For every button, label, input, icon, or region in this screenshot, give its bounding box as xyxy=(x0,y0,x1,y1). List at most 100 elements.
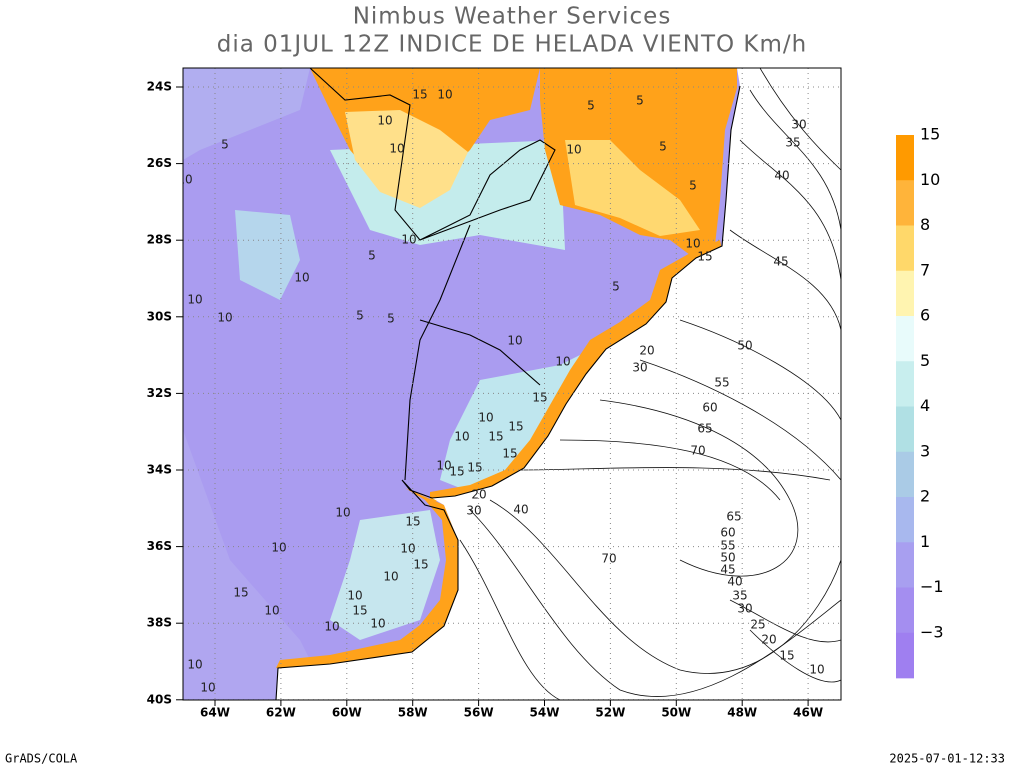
contour-label: 45 xyxy=(773,255,788,269)
contour-label: 10 xyxy=(383,570,398,584)
contour-label: 15 xyxy=(508,420,523,434)
lon-label: 64W xyxy=(200,706,230,720)
contour-label: 5 xyxy=(221,138,229,152)
shade xyxy=(330,510,440,640)
contour-label: 5 xyxy=(612,280,620,294)
contour-label: 5 xyxy=(587,99,595,113)
colorbar-label: −1 xyxy=(920,577,944,596)
contour-label: 10 xyxy=(271,541,286,555)
contour-label: 15 xyxy=(412,88,427,102)
contour-label: 50 xyxy=(737,339,752,353)
colorbar-label: 2 xyxy=(920,487,930,506)
contour-label: 15 xyxy=(449,465,464,479)
contour-label: 15 xyxy=(779,649,794,663)
contour-label: 15 xyxy=(488,430,503,444)
contour-label: 70 xyxy=(601,552,616,566)
contour-label: 10 xyxy=(454,430,469,444)
contour-label: 10 xyxy=(389,142,404,156)
shade xyxy=(235,210,300,300)
contour-label: 60 xyxy=(720,526,735,540)
frame xyxy=(182,67,842,701)
lon-label: 46W xyxy=(793,706,823,720)
contour-label: 10 xyxy=(335,506,350,520)
contour-label: 40 xyxy=(774,169,789,183)
lat-label: 28S xyxy=(147,233,172,247)
lon-label: 58W xyxy=(398,706,428,720)
contour-labels: 3035404550556065706560555045403530252015… xyxy=(183,88,825,695)
contour-label: 20 xyxy=(471,488,486,502)
contour-label: 15 xyxy=(697,250,712,264)
contour-label: 5 xyxy=(387,312,395,326)
contour-label: 10 xyxy=(437,88,452,102)
lon-label: 52W xyxy=(595,706,625,720)
coastline xyxy=(275,85,741,700)
contour-label: 30 xyxy=(737,602,752,616)
isotachs xyxy=(459,68,841,700)
colorbar-label: 3 xyxy=(920,441,930,460)
contour-label: 30 xyxy=(791,118,806,132)
contour-label: 55 xyxy=(720,539,735,553)
contour-label: 30 xyxy=(466,504,481,518)
contour-label: 10 xyxy=(436,459,451,473)
colorbar-label: 5 xyxy=(920,351,930,370)
colorbar-swatch xyxy=(896,632,914,679)
contour-label: 10 xyxy=(200,681,215,695)
lon-label: 56W xyxy=(464,706,494,720)
contour-label: 65 xyxy=(726,510,741,524)
contour-label: 10 xyxy=(324,620,339,634)
footer-left: GrADS/COLA xyxy=(5,752,78,766)
contour-label: 15 xyxy=(352,604,367,618)
contour-label: 10 xyxy=(507,334,522,348)
colorbar-label: 15 xyxy=(920,125,940,144)
contour-label: 20 xyxy=(761,633,776,647)
lon-label: 48W xyxy=(727,706,757,720)
contour-label: 5 xyxy=(659,140,667,154)
contour-label: 10 xyxy=(294,271,309,285)
contour-label: 10 xyxy=(264,604,279,618)
contour-label: 5 xyxy=(689,179,697,193)
contour-label: 10 xyxy=(685,237,700,251)
contour-label: 10 xyxy=(217,311,232,325)
contour-label: 15 xyxy=(413,558,428,572)
contour-label: 10 xyxy=(809,663,824,677)
lon-label: 62W xyxy=(266,706,296,720)
contour-label: 10 xyxy=(555,355,570,369)
grid xyxy=(183,68,841,700)
contour-label: 15 xyxy=(467,461,482,475)
colorbar-label: 10 xyxy=(920,170,940,189)
contour-label: 15 xyxy=(405,515,420,529)
borders xyxy=(309,68,556,481)
contour-label: 15 xyxy=(532,391,547,405)
lat-label: 30S xyxy=(147,309,172,323)
colorbar-label: 4 xyxy=(920,396,930,415)
lat-label: 26S xyxy=(147,156,172,170)
ocean xyxy=(276,68,841,700)
contour-label: 25 xyxy=(750,618,765,632)
colorbar-label: 6 xyxy=(920,306,930,325)
contour-label: 10 xyxy=(401,233,416,247)
contour-label: 65 xyxy=(697,422,712,436)
lat-label: 36S xyxy=(147,539,172,553)
lat-label: 24S xyxy=(147,80,172,94)
title: Nimbus Weather Services xyxy=(353,4,672,30)
contour-label: 15 xyxy=(233,586,248,600)
contour-label: 5 xyxy=(368,249,376,263)
contour-label: 10 xyxy=(187,658,202,672)
contour-label: 50 xyxy=(720,551,735,565)
contour-label: 10 xyxy=(400,542,415,556)
contour-label: 5 xyxy=(636,94,644,108)
axes: 24S 26S 28S 30S 32S 34S 36S 38S 40S 64W 62W 60W 58W 5… xyxy=(147,80,823,720)
colorbar-swatch xyxy=(896,180,914,226)
contour-label: 10 xyxy=(377,114,392,128)
lat-label: 34S xyxy=(147,463,172,477)
lat-label: 38S xyxy=(147,616,172,630)
colorbar: 15 10 8 7 6 5 4 3 2 1 −1 −3 xyxy=(896,125,944,679)
colorbar-label: −3 xyxy=(920,622,944,641)
contour-label: 15 xyxy=(502,447,517,461)
contour-label: 20 xyxy=(639,344,654,358)
colorbar-swatch xyxy=(896,361,914,407)
colorbar-swatch xyxy=(896,406,914,453)
contour-label: 70 xyxy=(690,444,705,458)
colorbar-swatch xyxy=(896,542,914,588)
